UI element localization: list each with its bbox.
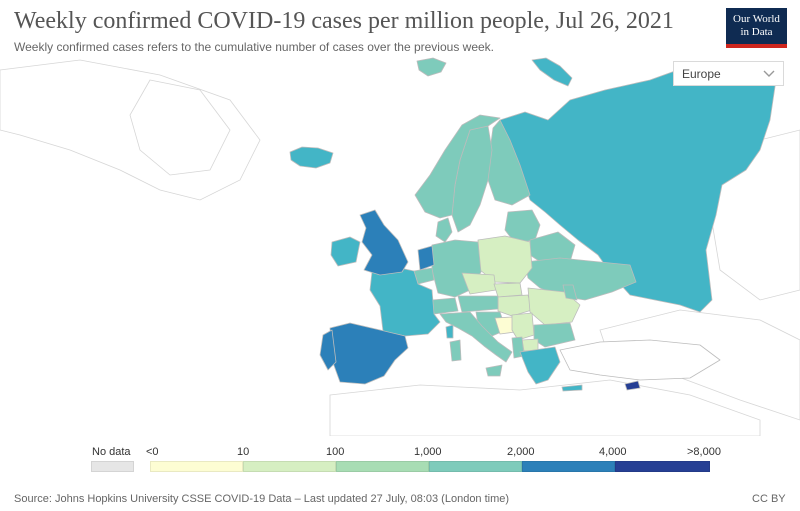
source-note: Source: Johns Hopkins University CSSE CO…: [14, 493, 510, 505]
bulgaria-region: [533, 322, 576, 348]
legend-bin-label-3: 1,000: [414, 446, 442, 458]
color-legend: No data <0 10 100 1,000 2,000 4,000 >8,0…: [0, 440, 800, 480]
italy-region: [439, 311, 513, 363]
legend-bin-label-6: >8,000: [687, 446, 721, 458]
legend-swatch-100-1000[interactable]: [336, 461, 429, 472]
great-britain-region: [359, 209, 409, 276]
legend-bin-label-0: <0: [146, 446, 159, 458]
chevron-down-icon: [763, 68, 775, 82]
ireland-region: [330, 236, 361, 267]
region-select-value: Europe: [682, 67, 721, 81]
switzerland-region: [431, 297, 459, 315]
turkey-region: [559, 339, 721, 381]
region-select[interactable]: Europe: [673, 61, 784, 86]
serbia-region: [511, 312, 535, 341]
poland-region: [477, 235, 533, 284]
sicily-region: [485, 364, 503, 377]
legend-bin-label-5: 4,000: [599, 446, 627, 458]
owid-logo[interactable]: Our World in Data: [726, 8, 787, 48]
europe-map: [0, 57, 800, 436]
country-regions: [289, 57, 777, 392]
netherlands-region: [417, 245, 435, 271]
greece-region: [519, 346, 561, 385]
svalbard-region: [416, 57, 447, 77]
novaya-zemlya-region: [531, 57, 573, 87]
sardinia-region: [449, 339, 462, 362]
chart-title: Weekly confirmed COVID-19 cases per mill…: [14, 8, 674, 34]
logo-line-2: in Data: [740, 26, 773, 38]
spain-region: [329, 322, 409, 385]
legend-swatch-lt0-10[interactable]: [150, 461, 243, 472]
portugal-region: [319, 329, 337, 371]
slovakia-region: [493, 282, 523, 298]
legend-no-data-swatch[interactable]: [91, 461, 134, 472]
legend-bin-label-1: 10: [237, 446, 250, 458]
hungary-region: [497, 294, 533, 317]
russia-region: [499, 61, 777, 313]
chart-subtitle: Weekly confirmed cases refers to the cum…: [14, 40, 494, 54]
legend-swatch-4000-8000[interactable]: [615, 461, 710, 472]
legend-bin-label-2: 100: [326, 446, 345, 458]
austria-region: [457, 295, 499, 313]
legend-bin-label-4: 2,000: [507, 446, 535, 458]
denmark-region: [435, 217, 453, 243]
ukraine-region: [524, 257, 637, 301]
moldova-region: [562, 284, 578, 301]
north-macedonia-region: [521, 338, 539, 352]
legend-swatch-2000-4000[interactable]: [522, 461, 615, 472]
cyprus-region: [624, 380, 641, 391]
logo-accent-bar: [726, 44, 787, 48]
logo-line-1: Our World: [733, 13, 780, 25]
crete-region: [561, 384, 583, 392]
legend-no-data-label: No data: [92, 446, 131, 458]
france-region: [369, 266, 441, 337]
license-label[interactable]: CC BY: [752, 493, 786, 505]
legend-swatch-10-100[interactable]: [243, 461, 336, 472]
norway-region: [414, 114, 501, 219]
corsica-region: [445, 324, 454, 339]
iceland-region: [289, 146, 334, 169]
legend-swatch-1000-2000[interactable]: [429, 461, 522, 472]
